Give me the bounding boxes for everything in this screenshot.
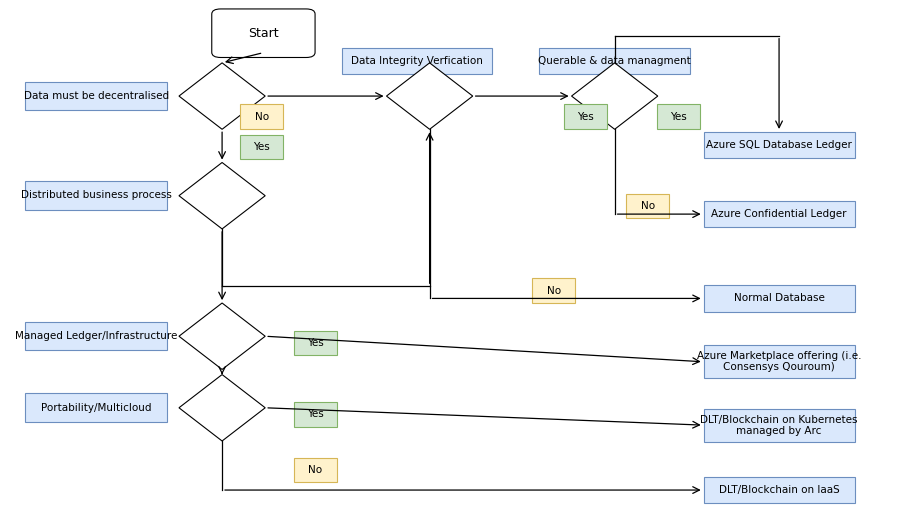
FancyBboxPatch shape: [26, 82, 168, 110]
Text: Data must be decentralised: Data must be decentralised: [24, 91, 169, 101]
FancyBboxPatch shape: [626, 194, 670, 218]
FancyBboxPatch shape: [240, 104, 283, 129]
Text: Azure SQL Database Ledger: Azure SQL Database Ledger: [706, 140, 852, 150]
FancyBboxPatch shape: [704, 201, 855, 227]
Text: Azure Confidential Ledger: Azure Confidential Ledger: [711, 209, 846, 219]
Text: Querable & data managment: Querable & data managment: [538, 56, 691, 66]
Text: Yes: Yes: [577, 111, 594, 122]
Text: Yes: Yes: [670, 111, 687, 122]
Polygon shape: [179, 303, 265, 369]
FancyBboxPatch shape: [342, 48, 493, 74]
FancyBboxPatch shape: [26, 181, 168, 210]
FancyBboxPatch shape: [704, 132, 855, 158]
Text: Managed Ledger/Infrastructure: Managed Ledger/Infrastructure: [15, 331, 178, 341]
FancyBboxPatch shape: [240, 135, 283, 159]
Text: Yes: Yes: [307, 338, 324, 348]
FancyBboxPatch shape: [539, 48, 690, 74]
FancyBboxPatch shape: [294, 331, 337, 355]
Text: DLT/Blockchain on IaaS: DLT/Blockchain on IaaS: [718, 485, 839, 495]
Text: No: No: [309, 465, 322, 475]
FancyBboxPatch shape: [26, 322, 168, 350]
FancyBboxPatch shape: [532, 278, 575, 303]
Text: Portability/Multicloud: Portability/Multicloud: [41, 403, 152, 412]
Text: Azure Marketplace offering (i.e.
Consensys Qouroum): Azure Marketplace offering (i.e. Consens…: [697, 351, 861, 373]
Text: No: No: [641, 201, 655, 211]
FancyBboxPatch shape: [294, 402, 337, 427]
FancyBboxPatch shape: [704, 285, 855, 312]
Text: No: No: [254, 111, 269, 122]
FancyBboxPatch shape: [26, 393, 168, 422]
Text: Data Integrity Verfication: Data Integrity Verfication: [351, 56, 483, 66]
Text: Yes: Yes: [307, 409, 324, 420]
Text: Distributed business process: Distributed business process: [21, 191, 171, 200]
Text: No: No: [546, 286, 561, 296]
FancyBboxPatch shape: [565, 104, 608, 129]
Text: Yes: Yes: [253, 142, 270, 152]
FancyBboxPatch shape: [704, 345, 855, 378]
Polygon shape: [572, 63, 658, 129]
Text: Start: Start: [248, 27, 279, 40]
FancyBboxPatch shape: [704, 477, 855, 503]
FancyBboxPatch shape: [657, 104, 700, 129]
Text: DLT/Blockchain on Kubernetes
managed by Arc: DLT/Blockchain on Kubernetes managed by …: [700, 414, 857, 436]
Polygon shape: [179, 162, 265, 229]
Polygon shape: [387, 63, 472, 129]
FancyBboxPatch shape: [294, 458, 337, 482]
Polygon shape: [179, 63, 265, 129]
FancyBboxPatch shape: [704, 409, 855, 442]
Polygon shape: [179, 375, 265, 441]
Text: Normal Database: Normal Database: [734, 293, 824, 304]
FancyBboxPatch shape: [212, 9, 315, 57]
